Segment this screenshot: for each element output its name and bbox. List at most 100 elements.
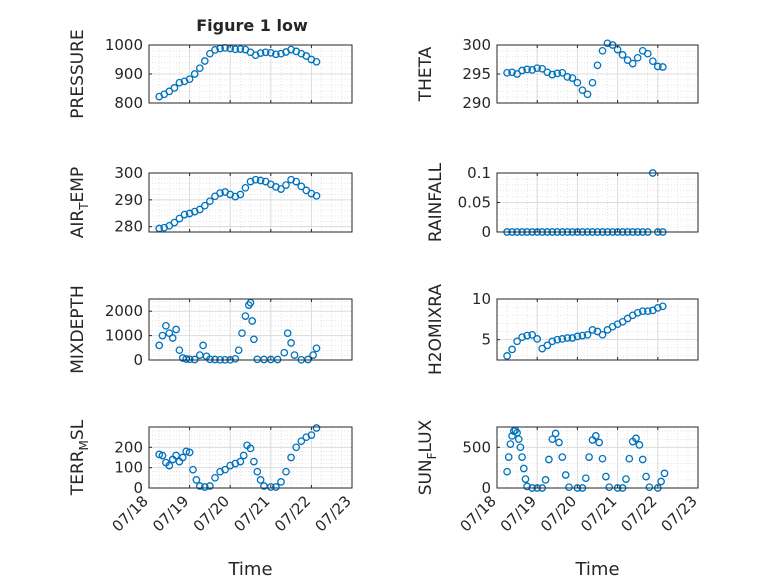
airtemp-data-point	[297, 182, 306, 191]
airtemp-plot-area	[149, 173, 352, 232]
sunflux-y-axis-label-rest: LUX	[416, 419, 436, 452]
sunflux-data-point	[598, 454, 607, 463]
terrmsl-data-point	[206, 482, 214, 490]
terrmsl-y-tick-label: 200	[114, 438, 143, 456]
sunflux-data-point	[506, 440, 515, 448]
airtemp-data-point	[185, 209, 194, 218]
terrmsl-data-point	[195, 482, 204, 490]
mixdepth-data-point	[172, 325, 180, 334]
theta-data-point	[568, 74, 577, 82]
h2omixra-data-point	[523, 331, 531, 340]
pressure-y-axis-label: PRESSURE	[68, 29, 88, 118]
theta-y-axis-label: THETA	[416, 46, 436, 102]
h2omixra-data-point	[543, 341, 552, 350]
h2omixra-y-axis-label: H2OMIXRA	[426, 284, 446, 375]
pressure-y-tick-label: 800	[114, 94, 143, 112]
theta-data-point	[603, 39, 612, 48]
sunflux-minor-grid	[496, 427, 699, 489]
theta-data-point	[593, 61, 602, 70]
theta-y-tick-label: 295	[462, 65, 491, 83]
subplot-h2omixra: 5 10 H2OMIXRA	[426, 284, 699, 375]
pressure-data-point	[165, 87, 174, 96]
theta-data-point	[528, 66, 537, 74]
sunflux-data-point	[632, 434, 640, 443]
terrmsl-data-point	[192, 476, 201, 484]
theta-data-point	[628, 59, 637, 68]
h2omixra-data-point	[568, 334, 577, 342]
airtemp-data-point	[236, 190, 245, 199]
mixdepth-data-point	[250, 335, 258, 344]
h2omixra-data-point	[643, 307, 652, 316]
rainfall-y-axis-label: RAINFALL	[426, 162, 446, 242]
sunflux-data-point	[555, 438, 563, 447]
theta-data-point	[618, 51, 627, 59]
theta-data-point	[508, 68, 516, 77]
theta-data-point	[658, 63, 667, 71]
sunflux-data-point	[602, 472, 610, 481]
airtemp-data-point	[180, 210, 189, 219]
theta-data-point	[573, 78, 582, 87]
terrmsl-data-point	[312, 424, 321, 432]
sunflux-data-point	[625, 454, 634, 463]
pressure-data-point	[272, 50, 280, 59]
terrmsl-y-tick-label: 0	[133, 479, 143, 497]
theta-series	[503, 39, 667, 99]
mixdepth-data-point	[162, 321, 170, 330]
airtemp-data-point	[287, 175, 295, 184]
h2omixra-minor-grid	[496, 298, 699, 360]
sunflux-data-point	[581, 474, 590, 483]
theta-data-point	[578, 86, 587, 95]
mixdepth-data-point	[309, 351, 317, 359]
sunflux-data-point	[642, 472, 650, 481]
pressure-data-point	[287, 45, 295, 54]
mixdepth-data-point	[206, 355, 214, 364]
h2omixra-y-tick-label: 5	[481, 331, 491, 349]
terrmsl-data-point	[253, 467, 262, 476]
terrmsl-data-point	[256, 476, 265, 484]
theta-y-tick-label: 300	[462, 36, 491, 54]
rainfall-y-axis-label-main: RAINFALL	[426, 162, 446, 242]
terrmsl-data-point	[200, 483, 209, 491]
terrmsl-data-point	[292, 443, 301, 452]
airtemp-data-point	[282, 181, 290, 189]
terrmsl-data-point	[155, 450, 164, 459]
h2omixra-data-point	[653, 304, 662, 312]
theta-data-point	[563, 73, 572, 81]
airtemp-series	[155, 175, 321, 233]
pressure-data-point	[211, 46, 219, 54]
h2omixra-data-point	[533, 335, 542, 343]
rainfall-y-tick-label: 0.1	[467, 164, 491, 182]
h2omixra-data-point	[548, 337, 557, 346]
theta-data-point	[633, 53, 642, 62]
airtemp-y-axis-label-rest: EMP	[68, 167, 88, 203]
terrmsl-data-point	[246, 444, 255, 453]
airtemp-y-axis-label-main: AIR	[68, 210, 88, 239]
terrmsl-data-point	[178, 453, 187, 462]
theta-data-point	[623, 56, 632, 64]
theta-data-point	[653, 62, 662, 71]
h2omixra-y-tick-label: 10	[472, 290, 491, 308]
sunflux-data-point	[545, 455, 553, 464]
mixdepth-data-point	[231, 354, 240, 363]
terrmsl-data-point	[185, 448, 194, 457]
mixdepth-data-point	[312, 344, 321, 353]
theta-y-tick-label: 290	[462, 94, 491, 112]
airtemp-data-point	[216, 189, 224, 197]
sunflux-data-point	[565, 483, 573, 492]
mixdepth-data-point	[283, 329, 292, 338]
mixdepth-data-point	[155, 341, 164, 350]
h2omixra-data-point	[598, 330, 607, 339]
airtemp-data-point	[241, 183, 250, 192]
terrmsl-data-point	[236, 457, 245, 466]
mixdepth-data-point	[185, 355, 194, 364]
mixdepth-data-point	[241, 312, 250, 320]
mixdepth-data-point	[175, 346, 184, 355]
terrmsl-data-point	[282, 467, 290, 476]
pressure-data-point	[302, 52, 311, 60]
pressure-data-point	[185, 75, 194, 84]
airtemp-data-point	[170, 218, 179, 227]
terrmsl-y-tick-label: 100	[114, 459, 143, 477]
sunflux-data-point	[595, 438, 604, 447]
terrmsl-axes-box	[148, 426, 353, 489]
